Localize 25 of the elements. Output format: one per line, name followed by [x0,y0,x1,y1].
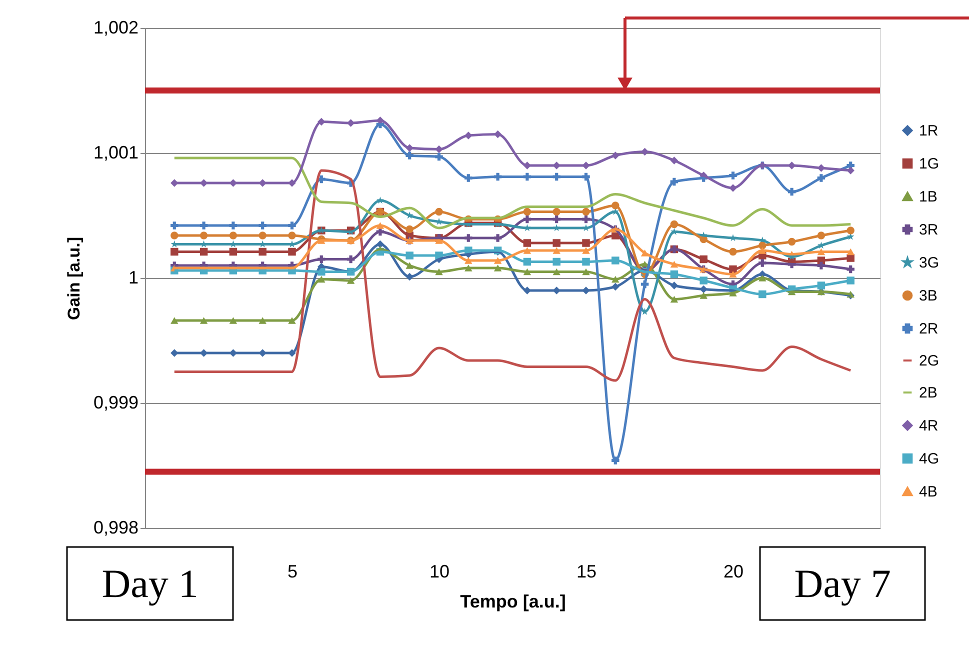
x-tick-label: 5 [287,562,298,582]
legend-label: 2R [919,320,938,338]
y-axis-title: Gain [a.u.] [64,236,84,320]
y-tick-label: 0,999 [93,392,138,412]
y-tick-label: 1,002 [93,18,138,38]
legend-label: 4G [919,450,940,468]
legend-label: 3R [919,222,938,238]
x-axis-title: Tempo [a.u.] [460,592,566,612]
legend-label: 2B [919,384,938,402]
y-tick-label: 1,001 [93,142,138,162]
x-tick-label: 10 [429,562,450,582]
y-tick-label: 1 [128,268,138,288]
legend-label: 3B [919,288,938,304]
legend-label: 1G [919,156,940,172]
x-tick-label: 20 [723,562,744,582]
legend-label: 1R [919,122,938,140]
text: Day 1 [102,561,198,606]
legend-label: 1B [919,188,938,206]
legend-label: 4B [919,484,938,500]
text: Day 7 [794,561,891,606]
legend-label: 2G [919,352,940,370]
x-tick-label: 15 [576,562,597,582]
y-tick-label: 0,998 [93,518,138,538]
legend-label: 3G [919,254,940,272]
legend-label: 4R [919,418,938,434]
